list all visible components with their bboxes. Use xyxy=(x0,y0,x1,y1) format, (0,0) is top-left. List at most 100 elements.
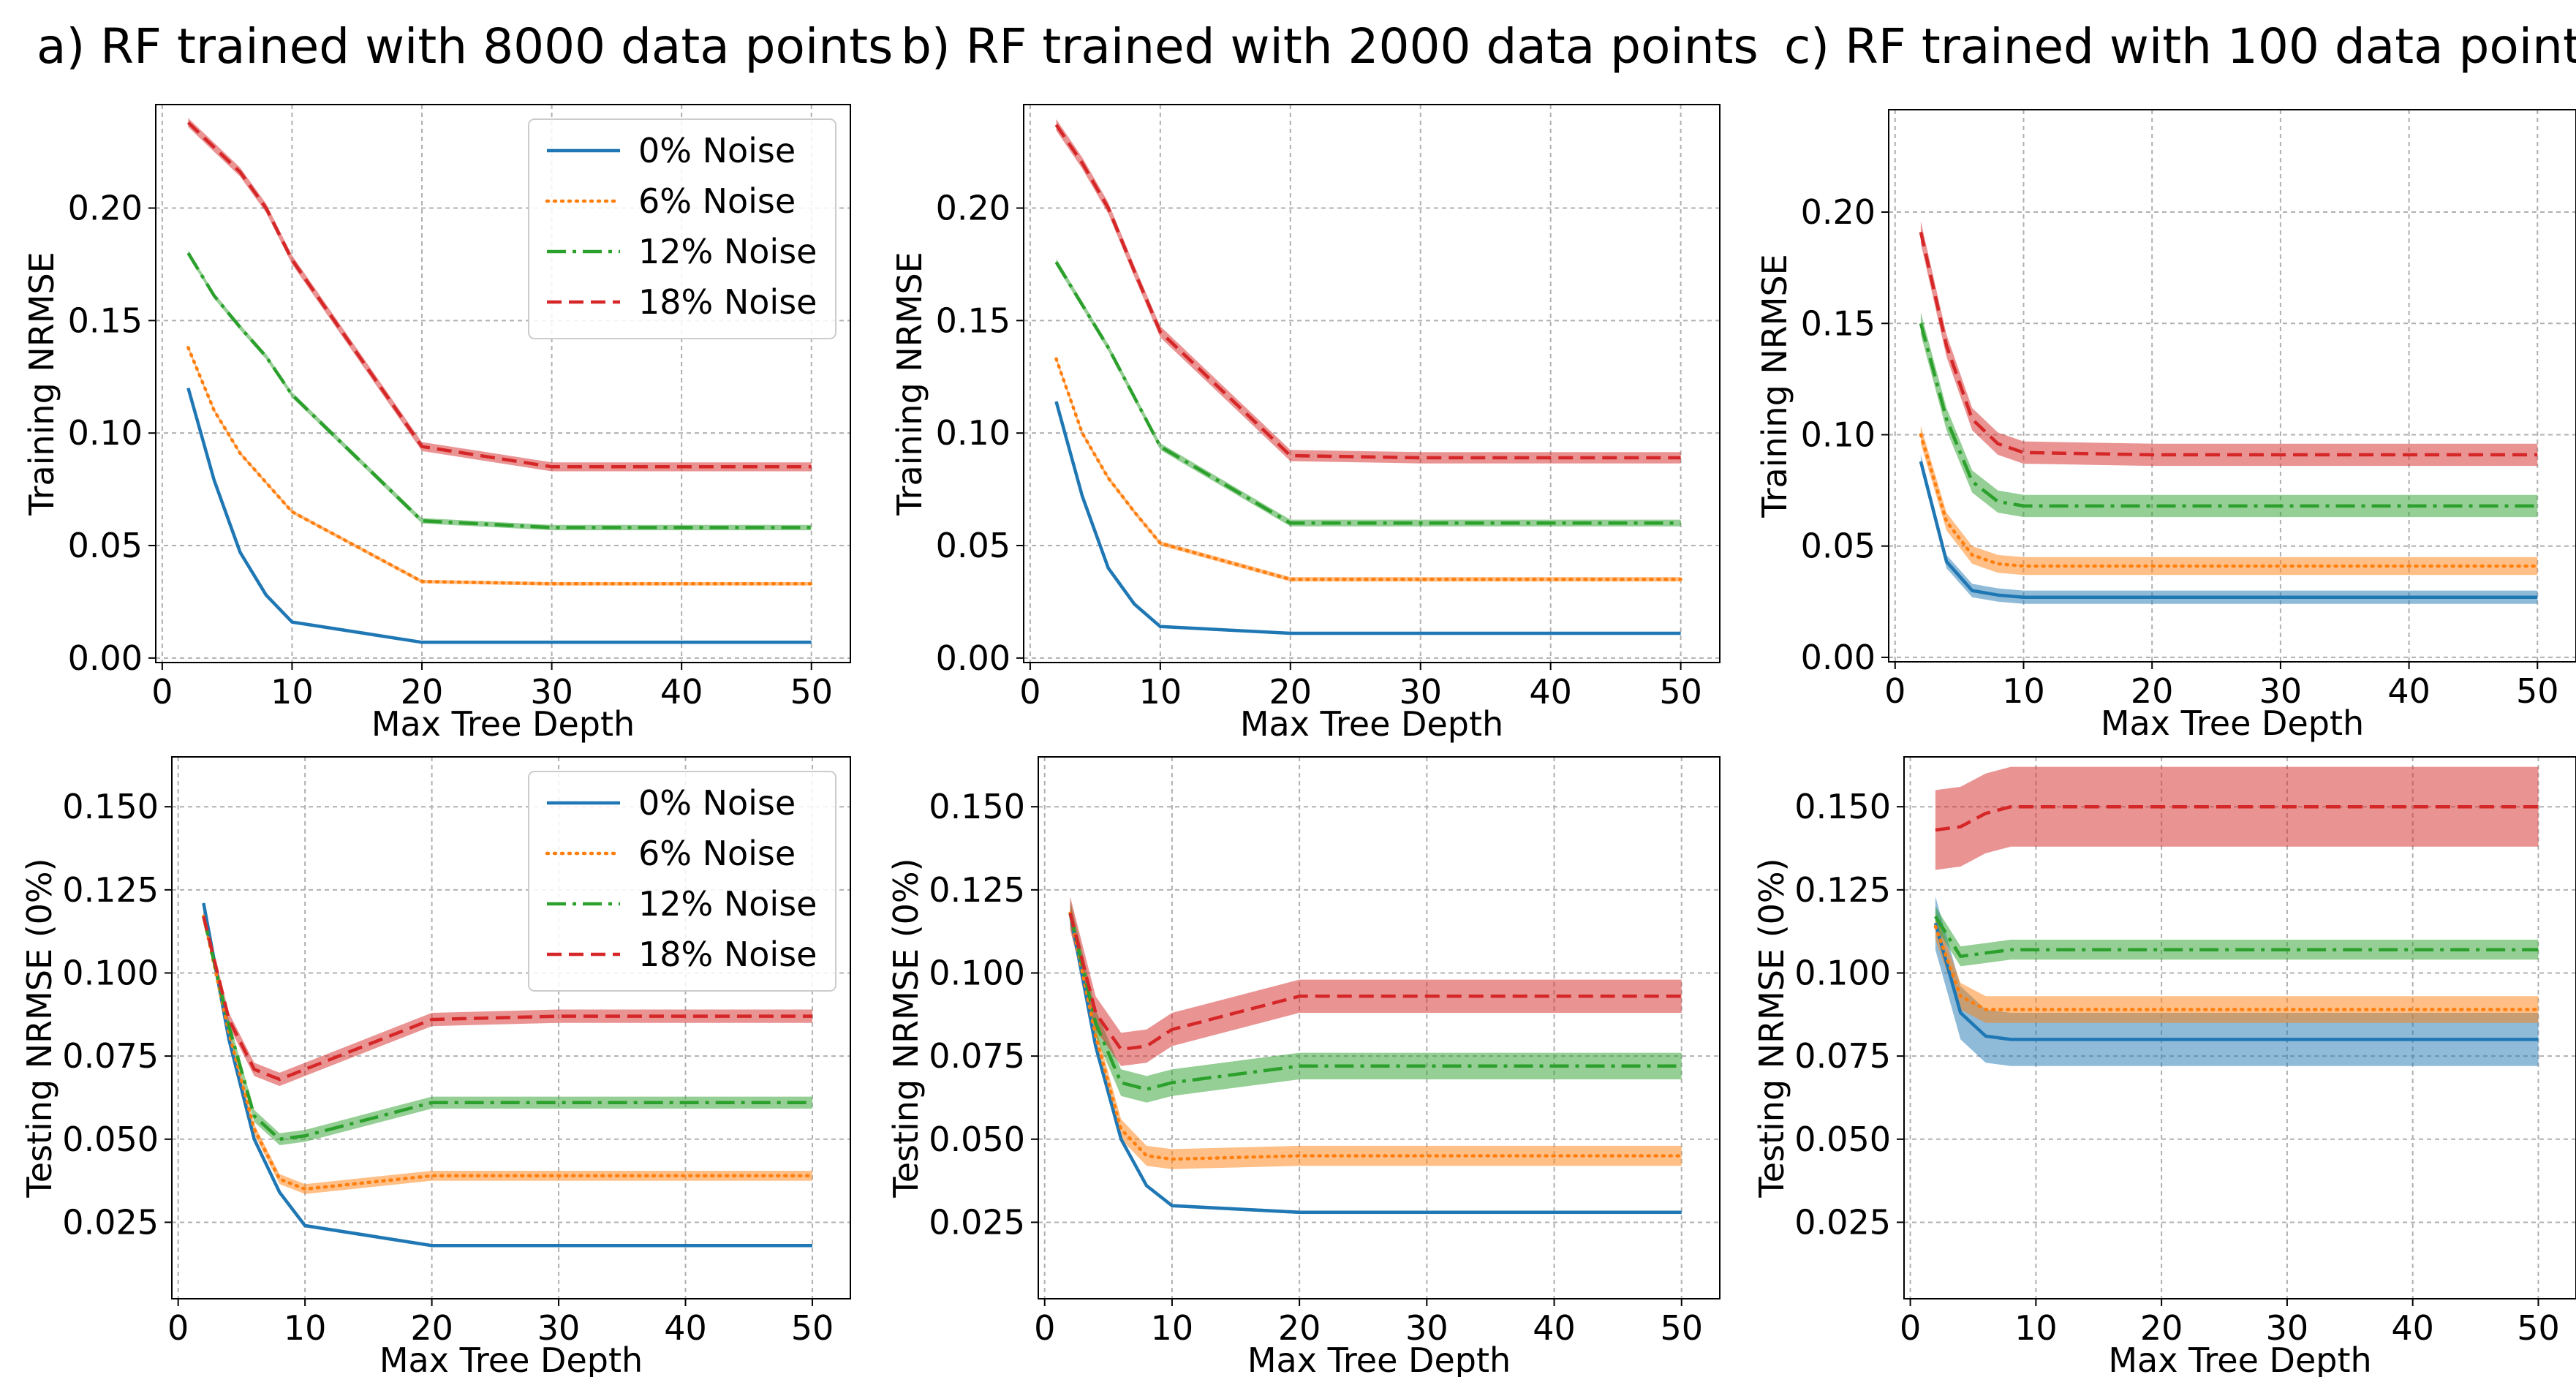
line-12-noise xyxy=(186,252,812,529)
band-18-noise xyxy=(1935,766,2539,870)
series-group xyxy=(1919,221,2539,604)
line-0-noise xyxy=(1933,922,2539,1041)
y-tick-label: 0.075 xyxy=(1794,1036,1891,1076)
y-axis-label: Training NRMSE xyxy=(890,252,929,516)
band-6-noise xyxy=(1920,426,2538,576)
x-tick-label: 50 xyxy=(2517,1308,2560,1348)
y-tick-label: 0.025 xyxy=(62,1202,159,1242)
line-0-noise xyxy=(1919,461,2538,599)
legend: 0% Noise 6% Noise 12% Noise 18% Noise xyxy=(528,771,836,992)
band-6-noise xyxy=(1070,903,1682,1169)
y-tick-label: 0.20 xyxy=(1801,192,1876,232)
x-axis-label: Max Tree Depth xyxy=(1240,704,1503,744)
x-axis-label: Max Tree Depth xyxy=(379,1340,643,1377)
y-tick-label: 0.100 xyxy=(929,953,1025,992)
x-tick-label: 0 xyxy=(1884,671,1905,711)
y-tick-label: 0.125 xyxy=(929,870,1025,910)
line-6-noise xyxy=(1919,433,2539,568)
x-tick-label: 40 xyxy=(2391,1308,2434,1348)
band-12-noise xyxy=(203,910,812,1145)
y-axis-label: Testing NRMSE (0%) xyxy=(20,858,59,1198)
line-0-noise xyxy=(1068,913,1682,1215)
y-tick-label: 0.00 xyxy=(1801,638,1876,677)
y-tick-label: 0.15 xyxy=(1801,303,1876,343)
y-tick-label: 0.050 xyxy=(929,1120,1025,1159)
line-18-noise xyxy=(186,121,812,469)
legend-label: 6% Noise xyxy=(638,181,796,221)
band-12-noise xyxy=(1056,258,1681,527)
axes-frame xyxy=(1038,756,1721,1299)
y-axis-label: Testing NRMSE (0%) xyxy=(1752,858,1791,1198)
series-group xyxy=(186,118,813,644)
series-group xyxy=(1933,766,2540,1066)
series-group xyxy=(202,901,815,1248)
x-tick-label: 10 xyxy=(2002,671,2045,711)
y-tick-label: 0.10 xyxy=(1801,415,1876,454)
series-group xyxy=(1054,119,1682,635)
x-tick-label: 40 xyxy=(660,672,703,712)
x-tick-label: 30 xyxy=(1399,672,1442,712)
y-tick-label: 0.15 xyxy=(936,301,1011,340)
y-tick-label: 0.150 xyxy=(929,787,1025,826)
line-18-noise xyxy=(1935,804,2539,832)
x-tick-label: 40 xyxy=(664,1308,707,1348)
x-tick-label: 0 xyxy=(1034,1308,1055,1348)
axes-frame xyxy=(1903,756,2576,1299)
band-6-noise xyxy=(1935,913,2539,1023)
x-tick-label: 50 xyxy=(1659,672,1702,712)
x-tick-label: 50 xyxy=(790,672,833,712)
panel-b-train: 0 10 20 30 40 50 0.00 0.05 0.10 0.15 0.20 Max Tree … xyxy=(890,104,1721,744)
panel-c-train: 0 10 20 30 40 50 0.00 0.05 0.10 0.15 0.20 Max Tree … xyxy=(1755,109,2576,743)
y-tick-label: 0.150 xyxy=(1794,787,1891,826)
y-tick-label: 0.00 xyxy=(68,638,143,678)
x-tick-label: 10 xyxy=(271,672,314,712)
y-axis-label: Testing NRMSE (0%) xyxy=(886,858,926,1198)
x-tick-label: 20 xyxy=(401,672,444,712)
x-tick-label: 40 xyxy=(1533,1308,1576,1348)
y-tick-label: 0.10 xyxy=(936,413,1011,453)
line-6-noise xyxy=(1068,911,1683,1161)
x-tick-label: 20 xyxy=(1269,672,1312,712)
legend: 0% Noise 6% Noise 12% Noise 18% Noise xyxy=(528,118,836,339)
x-tick-label: 0 xyxy=(151,672,173,712)
axes-frame xyxy=(1888,109,2576,663)
y-axis-label: Training NRMSE xyxy=(1755,254,1794,518)
x-tick-label: 0 xyxy=(1900,1308,1921,1348)
line-18-noise xyxy=(202,916,812,1082)
title-panel-c: c) RF trained with 100 data points xyxy=(1784,18,2576,75)
y-tick-label: 0.150 xyxy=(62,787,159,826)
band-0-noise xyxy=(188,387,812,644)
x-tick-label: 30 xyxy=(2259,671,2303,711)
band-12-noise xyxy=(1920,312,2538,518)
x-tick-label: 20 xyxy=(1278,1308,1321,1348)
legend-label: 18% Noise xyxy=(638,282,817,322)
x-axis-label: Max Tree Depth xyxy=(2101,703,2364,743)
band-18-noise xyxy=(1070,896,1682,1066)
x-tick-label: 50 xyxy=(1660,1308,1703,1348)
x-tick-label: 30 xyxy=(2266,1308,2309,1348)
line-18-noise xyxy=(1068,913,1682,1052)
x-tick-label: 10 xyxy=(1151,1308,1194,1348)
line-0-noise xyxy=(1054,401,1681,635)
y-tick-label: 0.025 xyxy=(1794,1202,1891,1242)
y-tick-label: 0.00 xyxy=(936,638,1011,678)
y-tick-label: 0.125 xyxy=(62,870,159,910)
y-tick-label: 0.05 xyxy=(68,526,143,565)
y-tick-label: 0.15 xyxy=(68,301,143,340)
axes-frame xyxy=(171,756,851,1299)
panel-c-test: 0 10 20 30 40 50 0.025 0.050 0.075 0.100 0.125 0.15… xyxy=(1752,756,2576,1377)
panel-a-train: 0 10 20 30 40 50 0.00 0.05 0.10 0.15 0.20 Max Tree … xyxy=(22,104,851,744)
x-tick-label: 10 xyxy=(1139,672,1182,712)
line-6-noise xyxy=(202,914,815,1191)
legend-label: 6% Noise xyxy=(638,834,796,873)
series-group xyxy=(1068,896,1683,1215)
x-axis-label: Max Tree Depth xyxy=(2108,1340,2371,1377)
line-12-noise xyxy=(1068,913,1682,1091)
y-tick-label: 0.075 xyxy=(62,1036,159,1076)
y-tick-label: 0.075 xyxy=(929,1036,1025,1076)
x-tick-label: 10 xyxy=(284,1308,327,1348)
y-tick-label: 0.025 xyxy=(929,1202,1025,1242)
line-18-noise xyxy=(1919,231,2538,457)
legend-frame xyxy=(528,118,836,339)
